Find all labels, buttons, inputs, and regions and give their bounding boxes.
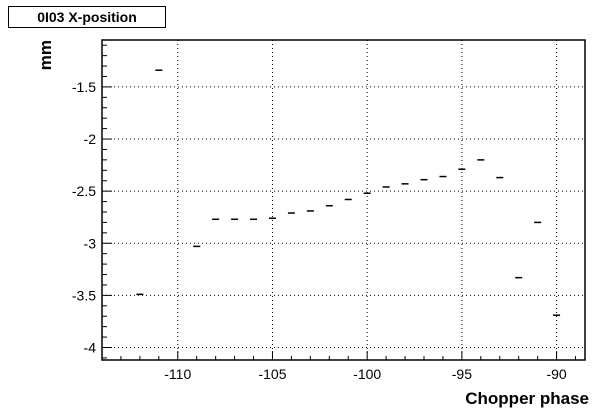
data-points bbox=[136, 69, 561, 316]
axis-ticks: -110 -105 -100 -95 -90 -1.5 -2 -2.5 -3 -3.5 -4 bbox=[72, 44, 577, 382]
x-tick-label: -110 bbox=[164, 366, 191, 382]
chart-title: 0I03 X-position bbox=[8, 6, 166, 28]
x-tick-label: -95 bbox=[452, 366, 472, 382]
y-tick-label: -3 bbox=[84, 235, 97, 251]
y-tick-label: -2.5 bbox=[72, 183, 96, 199]
y-tick-label: -2 bbox=[84, 131, 97, 147]
y-tick-label: -4 bbox=[84, 339, 97, 355]
x-tick-label: -105 bbox=[258, 366, 286, 382]
y-axis-label: mm bbox=[36, 40, 55, 70]
x-tick-label: -100 bbox=[353, 366, 381, 382]
grid-lines bbox=[102, 40, 585, 360]
x-tick-label: -90 bbox=[546, 366, 566, 382]
y-tick-label: -3.5 bbox=[72, 287, 96, 303]
x-axis-label: Chopper phase bbox=[465, 389, 589, 408]
y-tick-label: -1.5 bbox=[72, 79, 96, 95]
plot-frame bbox=[101, 39, 586, 361]
